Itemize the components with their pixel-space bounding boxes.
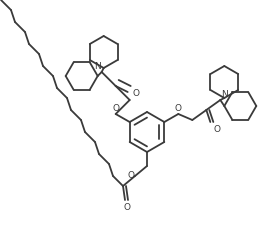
Text: O: O — [133, 90, 140, 99]
Text: O: O — [123, 203, 130, 212]
Text: N: N — [94, 62, 101, 71]
Text: O: O — [175, 104, 182, 113]
Text: N: N — [221, 90, 228, 99]
Text: O: O — [213, 125, 220, 134]
Text: O: O — [127, 172, 134, 181]
Text: O: O — [112, 104, 119, 113]
